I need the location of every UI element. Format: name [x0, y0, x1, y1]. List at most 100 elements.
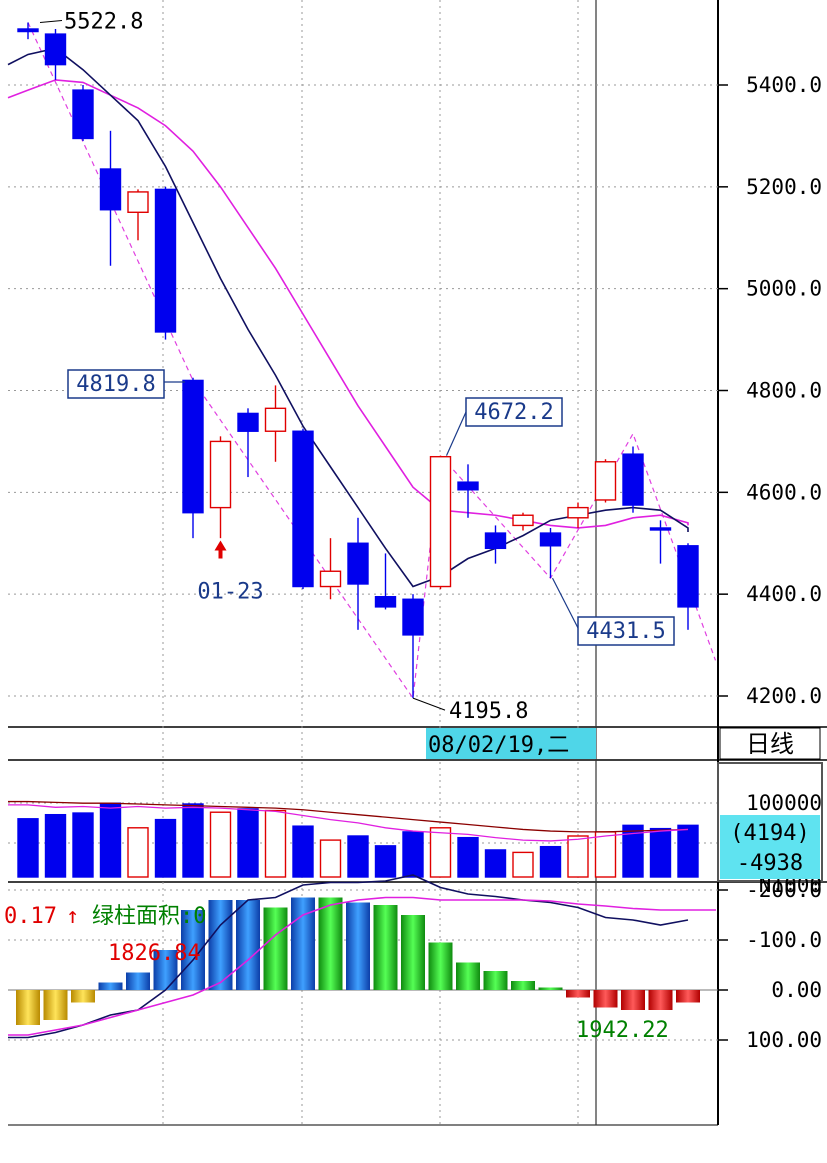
- candle-body: [594, 461, 617, 501]
- volume-bar: [429, 827, 452, 878]
- volume-ma-long-line: [8, 800, 689, 833]
- candle-10: [292, 428, 314, 590]
- candle-14: [402, 594, 424, 699]
- candle-12: [347, 517, 369, 630]
- macd-histogram-bar: [648, 990, 673, 1010]
- date-label: 08/02/19,二: [428, 733, 569, 758]
- candle-body: [429, 455, 452, 588]
- candle-11: [319, 538, 342, 600]
- candle-20: [567, 502, 589, 528]
- macd-y-axis: 100.00 0.00 -100.0 -200.0: [718, 878, 822, 1052]
- macd-ytick-label: -200.0: [746, 878, 822, 902]
- macd-histogram-bar: [346, 902, 370, 990]
- candle-23: [649, 520, 672, 564]
- volume-bar: [539, 845, 562, 878]
- volume-bars: [17, 802, 699, 878]
- candle-18: [512, 512, 534, 531]
- macd-header: 0.17 ↑ 绿柱面积:0 1826.84 1942.22: [4, 904, 669, 1043]
- volume-bar: [264, 809, 287, 878]
- annotation-box: [465, 397, 563, 427]
- macd-histogram-bar: [483, 971, 508, 990]
- price-ytick-label: 4800.0: [746, 379, 822, 403]
- candle-8: [237, 408, 259, 478]
- volume-bar: [567, 835, 589, 878]
- volume-ytick-top: 100000: [746, 791, 822, 815]
- volume-bar: [44, 813, 67, 878]
- macd-histogram-bar: [401, 915, 425, 990]
- volume-bar: [677, 824, 699, 878]
- volume-bar: [319, 839, 342, 878]
- volume-readout-bottom: -4938: [737, 851, 803, 876]
- panel-frames: [8, 0, 827, 1126]
- volume-bar: [622, 824, 644, 878]
- price-ytick-label: 5400.0: [746, 73, 822, 97]
- volume-bar: [374, 845, 397, 878]
- price-ytick-label: 4600.0: [746, 480, 822, 504]
- candle-body: [292, 430, 314, 588]
- macd-histogram-bar: [373, 905, 398, 990]
- volume-axis: 100000 N1000 (4194) -4938: [717, 762, 823, 897]
- volume-bar: [17, 818, 39, 878]
- candle-7: [209, 436, 232, 539]
- annotation-leader: [445, 411, 467, 456]
- macd-dif-line: [8, 874, 689, 1039]
- price-ytick-label: 4200.0: [746, 684, 822, 708]
- ma-short-series-line: [7, 47, 689, 588]
- candle-body: [567, 506, 589, 519]
- macd-label-red: 1826.84: [108, 941, 201, 966]
- price-annotations: 5522.8 4819.8 4672.2 4431.5 4195.8 01-23: [39, 9, 675, 724]
- candle-body: [99, 168, 122, 211]
- candle-4: [127, 189, 149, 241]
- macd-histogram-bar: [98, 982, 123, 990]
- volume-bar: [72, 812, 94, 878]
- macd-histogram-bar: [236, 900, 260, 990]
- macd-histogram-bar: [126, 972, 150, 990]
- price-ytick-label: 4400.0: [746, 582, 822, 606]
- annotation-label: 4431.5: [586, 619, 665, 644]
- volume-bar: [347, 835, 369, 878]
- annotation-label: 4195.8: [449, 699, 528, 724]
- macd-histogram-bar: [263, 907, 288, 990]
- candle-13: [374, 553, 397, 610]
- volume-bar: [127, 827, 149, 878]
- candle-body: [347, 542, 369, 585]
- volume-bar: [154, 818, 177, 878]
- candle-body: [154, 188, 177, 333]
- candle-19: [539, 527, 562, 579]
- candle-body: [44, 33, 67, 66]
- macd-histogram-bar: [511, 981, 535, 990]
- candle-16: [457, 464, 479, 518]
- candle-body: [319, 570, 342, 588]
- volume-ma-short-line: [8, 804, 689, 842]
- annotation-label: 4819.8: [76, 372, 155, 397]
- macd-header-label: 绿柱面积:0: [92, 904, 207, 929]
- macd-ytick-label: -100.0: [746, 928, 822, 952]
- period-label-box: 日线: [719, 727, 821, 760]
- macd-ytick-label: 0.00: [771, 978, 822, 1002]
- macd-histogram-bar: [71, 990, 95, 1003]
- volume-bar: [292, 825, 314, 878]
- volume-bar: [594, 831, 617, 878]
- candle-body: [374, 596, 397, 608]
- candle-2: [72, 85, 94, 142]
- macd-histogram-bar: [428, 942, 453, 990]
- candle-body: [512, 514, 534, 527]
- volume-bar: [457, 836, 479, 878]
- annotation-leader: [412, 697, 446, 711]
- annotation-leader: [39, 19, 63, 23]
- candle-1: [44, 28, 67, 80]
- volume-bar: [99, 802, 122, 878]
- macd-histogram-bar: [456, 962, 480, 990]
- candle-body: [127, 191, 149, 213]
- macd-dea-line: [8, 896, 716, 1036]
- candle-3: [99, 130, 122, 266]
- candle-body: [677, 545, 699, 608]
- candle-body: [264, 407, 287, 432]
- candle-15: [429, 455, 452, 590]
- candle-22: [622, 446, 644, 513]
- volume-bar: [649, 827, 672, 878]
- candle-6: [182, 377, 204, 539]
- volume-bar: [209, 811, 232, 878]
- price-ytick-label: 5000.0: [746, 277, 822, 301]
